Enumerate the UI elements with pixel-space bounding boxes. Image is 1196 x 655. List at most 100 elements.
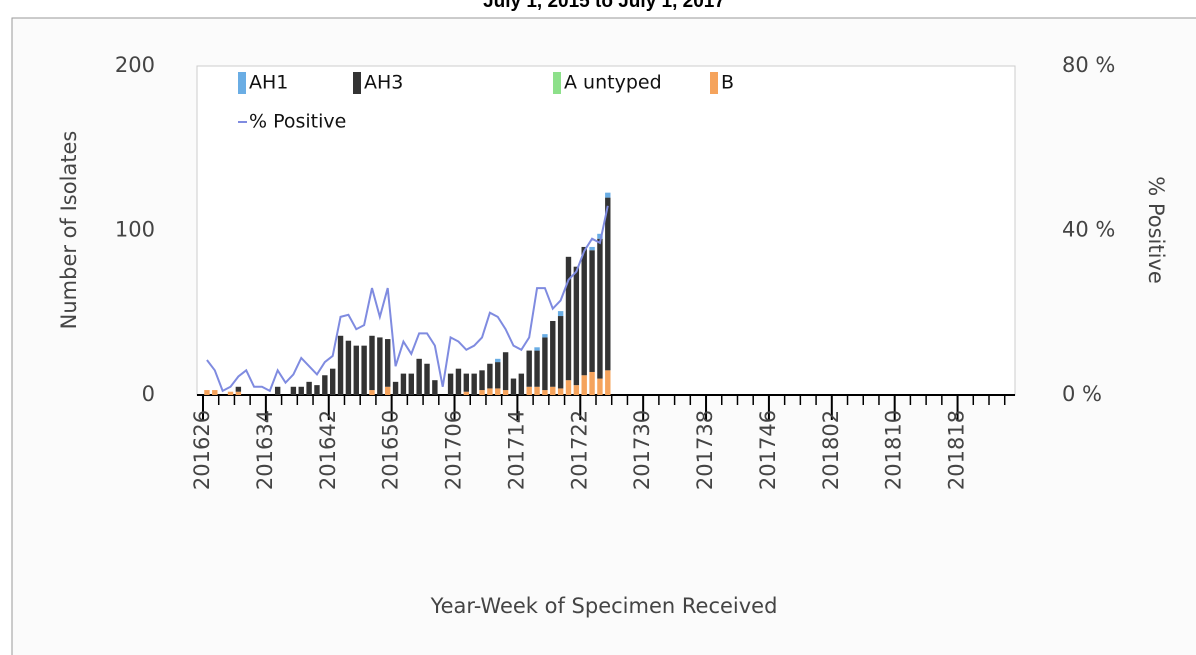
- bar: [589, 250, 595, 372]
- bar: [573, 385, 580, 395]
- bar: [502, 352, 509, 391]
- y-axis-title: Number of Isolates: [57, 131, 81, 330]
- x-tick-label: 201642: [316, 410, 340, 490]
- y-tick-label: 200: [115, 53, 155, 77]
- bar: [361, 345, 367, 395]
- bar: [534, 386, 540, 395]
- y2-axis-title: % Positive: [1144, 176, 1168, 284]
- bar: [455, 368, 462, 395]
- bar: [235, 386, 242, 392]
- bar: [597, 238, 603, 379]
- bar: [542, 390, 548, 395]
- bar: [557, 388, 564, 395]
- bar: [605, 370, 611, 395]
- legend-label: AH1: [249, 72, 288, 94]
- legend-swatch: [553, 72, 561, 94]
- bar: [479, 390, 485, 395]
- y2-tick-label: 40 %: [1062, 218, 1115, 242]
- bar: [385, 386, 391, 395]
- bar: [518, 373, 525, 395]
- x-tick-label: 201706: [442, 410, 466, 490]
- bar: [495, 358, 501, 363]
- bar: [227, 391, 234, 395]
- x-tick-label: 201810: [882, 410, 906, 490]
- bar: [487, 388, 493, 395]
- bar: [274, 386, 281, 395]
- bar: [573, 266, 580, 386]
- bar: [306, 381, 312, 395]
- legend-swatch: [238, 72, 246, 94]
- y2-tick-label: 80 %: [1062, 53, 1115, 77]
- bar: [495, 388, 501, 395]
- bar: [502, 390, 509, 395]
- x-tick-label: 201714: [504, 410, 528, 490]
- x-tick-label: 201722: [567, 410, 591, 490]
- x-tick-label: 201802: [819, 410, 843, 490]
- bar: [581, 375, 587, 395]
- bar: [416, 358, 422, 395]
- bar: [526, 350, 532, 387]
- bar: [345, 340, 352, 395]
- bar: [298, 386, 304, 395]
- legend-swatch: [353, 72, 361, 94]
- bar: [550, 320, 556, 387]
- legend-label: A untyped: [564, 72, 662, 94]
- bar: [204, 390, 210, 395]
- legend-label: AH3: [364, 72, 403, 94]
- y-tick-label: 100: [115, 218, 155, 242]
- x-tick-label: 201634: [253, 410, 277, 490]
- bar: [432, 380, 438, 395]
- bar: [471, 373, 477, 395]
- legend-label: B: [721, 72, 734, 94]
- x-tick-label: 201746: [756, 410, 780, 490]
- bar: [377, 337, 383, 395]
- bar: [487, 363, 493, 389]
- legend-swatch: [710, 72, 718, 94]
- x-tick-label: 201738: [693, 410, 717, 490]
- y-tick-label: 0: [142, 382, 155, 406]
- bar: [589, 371, 595, 395]
- bar: [534, 347, 540, 351]
- bar: [589, 246, 595, 251]
- bar: [400, 373, 407, 395]
- y2-tick-label: 0 %: [1062, 382, 1102, 406]
- bar: [212, 390, 218, 395]
- bar: [314, 385, 320, 395]
- bar: [463, 391, 470, 395]
- bar: [526, 386, 532, 395]
- bar: [353, 345, 359, 395]
- line: [206, 205, 609, 393]
- bar: [329, 368, 336, 395]
- bar: [510, 378, 517, 395]
- bar: [447, 373, 454, 395]
- bar: [479, 370, 485, 391]
- bar: [605, 192, 611, 198]
- bar: [369, 335, 375, 391]
- bar: [534, 350, 540, 387]
- bar: [565, 256, 572, 381]
- bar: [605, 197, 611, 371]
- bar: [385, 339, 391, 387]
- bar: [597, 378, 603, 395]
- bar: [235, 391, 242, 395]
- legend-label: % Positive: [249, 111, 346, 133]
- bar: [424, 363, 430, 395]
- bar: [550, 386, 556, 395]
- bar: [557, 316, 564, 389]
- bar: [322, 375, 328, 395]
- chart-title: July 1, 2015 to July 1, 2017: [483, 0, 725, 12]
- x-tick-label: 201730: [630, 410, 654, 490]
- x-tick-label: 201818: [945, 410, 969, 490]
- x-tick-label: 201650: [379, 410, 403, 490]
- bar: [495, 362, 501, 389]
- bar: [290, 386, 297, 395]
- bar: [542, 337, 548, 391]
- bar: [565, 380, 572, 395]
- bar: [369, 390, 375, 395]
- x-axis-title: Year-Week of Specimen Received: [430, 594, 778, 618]
- bar: [337, 335, 344, 395]
- bar: [597, 233, 603, 239]
- bar: [581, 246, 587, 376]
